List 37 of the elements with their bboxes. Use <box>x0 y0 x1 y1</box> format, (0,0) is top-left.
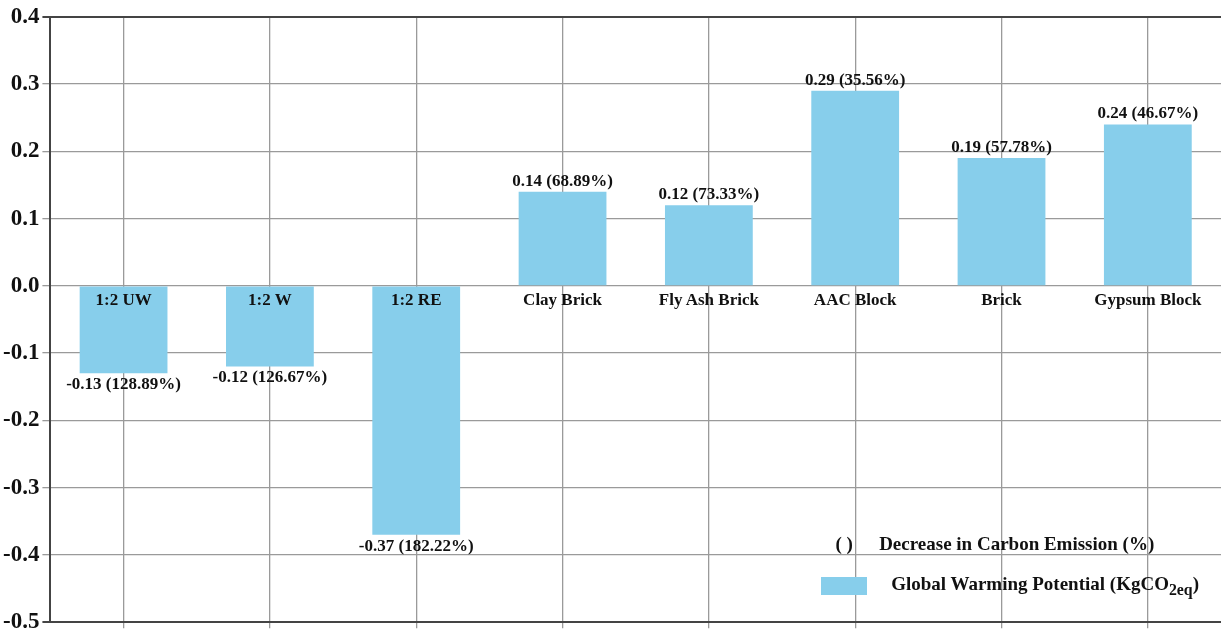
annotation: Decrease in Carbon Emission (%) <box>879 533 1155 556</box>
bar <box>226 286 314 367</box>
y-tick-label: -0.5 <box>2 608 40 634</box>
data-label: 0.29 (35.56%) <box>804 69 906 89</box>
x-tick-label: Brick <box>981 289 1023 309</box>
data-label: 0.24 (46.67%) <box>1097 103 1199 123</box>
data-label: -0.13 (128.89%) <box>66 374 181 394</box>
bar <box>79 286 168 374</box>
data-label: -0.37 (182.22%) <box>358 535 474 555</box>
x-tick-label: Gypsum Block <box>1094 289 1202 309</box>
y-tick-label: 0.0 <box>10 271 40 297</box>
y-tick-label: 0.4 <box>10 2 40 28</box>
y-tick-label: 0.3 <box>10 70 40 95</box>
legend-label: Global Warming Potential (KgCO$_{2eq}$) <box>891 573 1199 599</box>
y-tick-label: 0.1 <box>10 204 40 230</box>
y-tick-label: -0.4 <box>2 540 40 566</box>
x-tick-label: 1:2 RE <box>390 289 442 309</box>
bar <box>664 205 753 286</box>
y-tick-label: -0.2 <box>2 406 40 432</box>
data-label: -0.12 (126.67%) <box>212 367 328 387</box>
y-tick-label: -0.1 <box>2 339 40 365</box>
x-tick-label: AAC Block <box>813 289 898 309</box>
data-label: 0.12 (73.33%) <box>658 184 760 204</box>
bar <box>372 286 461 535</box>
bar <box>1103 124 1192 286</box>
data-label: 0.19 (57.78%) <box>951 136 1052 156</box>
x-tick-label: 1:2 W <box>248 289 292 309</box>
y-tick-label: -0.3 <box>2 473 40 499</box>
bar <box>518 191 607 286</box>
annotation: ( ) <box>834 533 854 556</box>
bar <box>957 158 1046 286</box>
x-tick-label: 1:2 UW <box>95 289 152 309</box>
bar <box>811 90 900 286</box>
x-tick-label: Clay Brick <box>523 289 603 309</box>
y-tick-label: 0.2 <box>10 137 40 163</box>
x-tick-label: Fly Ash Brick <box>658 289 760 309</box>
data-label: 0.14 (68.89%) <box>512 170 613 190</box>
